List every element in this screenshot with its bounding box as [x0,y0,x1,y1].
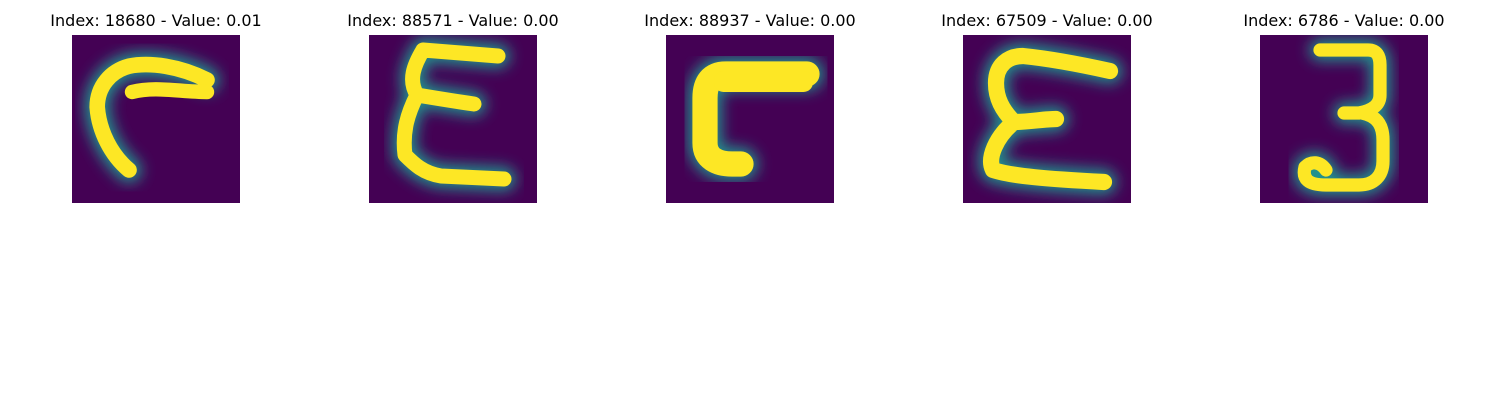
image-panel-5: Index: 6786 - Value: 0.00 [1194,0,1494,210]
panel-title: Index: 18680 - Value: 0.01 [50,11,262,30]
image-panel-4: Index: 67509 - Value: 0.00 [897,0,1197,210]
digit-image-epsilon-like [369,35,537,203]
panel-title: Index: 67509 - Value: 0.00 [941,11,1153,30]
digit-image-curved-stroke [72,35,240,203]
image-panel-1: Index: 18680 - Value: 0.01 [6,0,306,210]
image-panel-3: Index: 88937 - Value: 0.00 [600,0,900,210]
panel-title: Index: 88937 - Value: 0.00 [644,11,856,30]
digit-image-l-shape [666,35,834,203]
image-panel-2: Index: 88571 - Value: 0.00 [303,0,603,210]
panel-title: Index: 88571 - Value: 0.00 [347,11,559,30]
panel-title: Index: 6786 - Value: 0.00 [1243,11,1445,30]
digit-image-e-like [963,35,1131,203]
digit-image-three [1260,35,1428,203]
